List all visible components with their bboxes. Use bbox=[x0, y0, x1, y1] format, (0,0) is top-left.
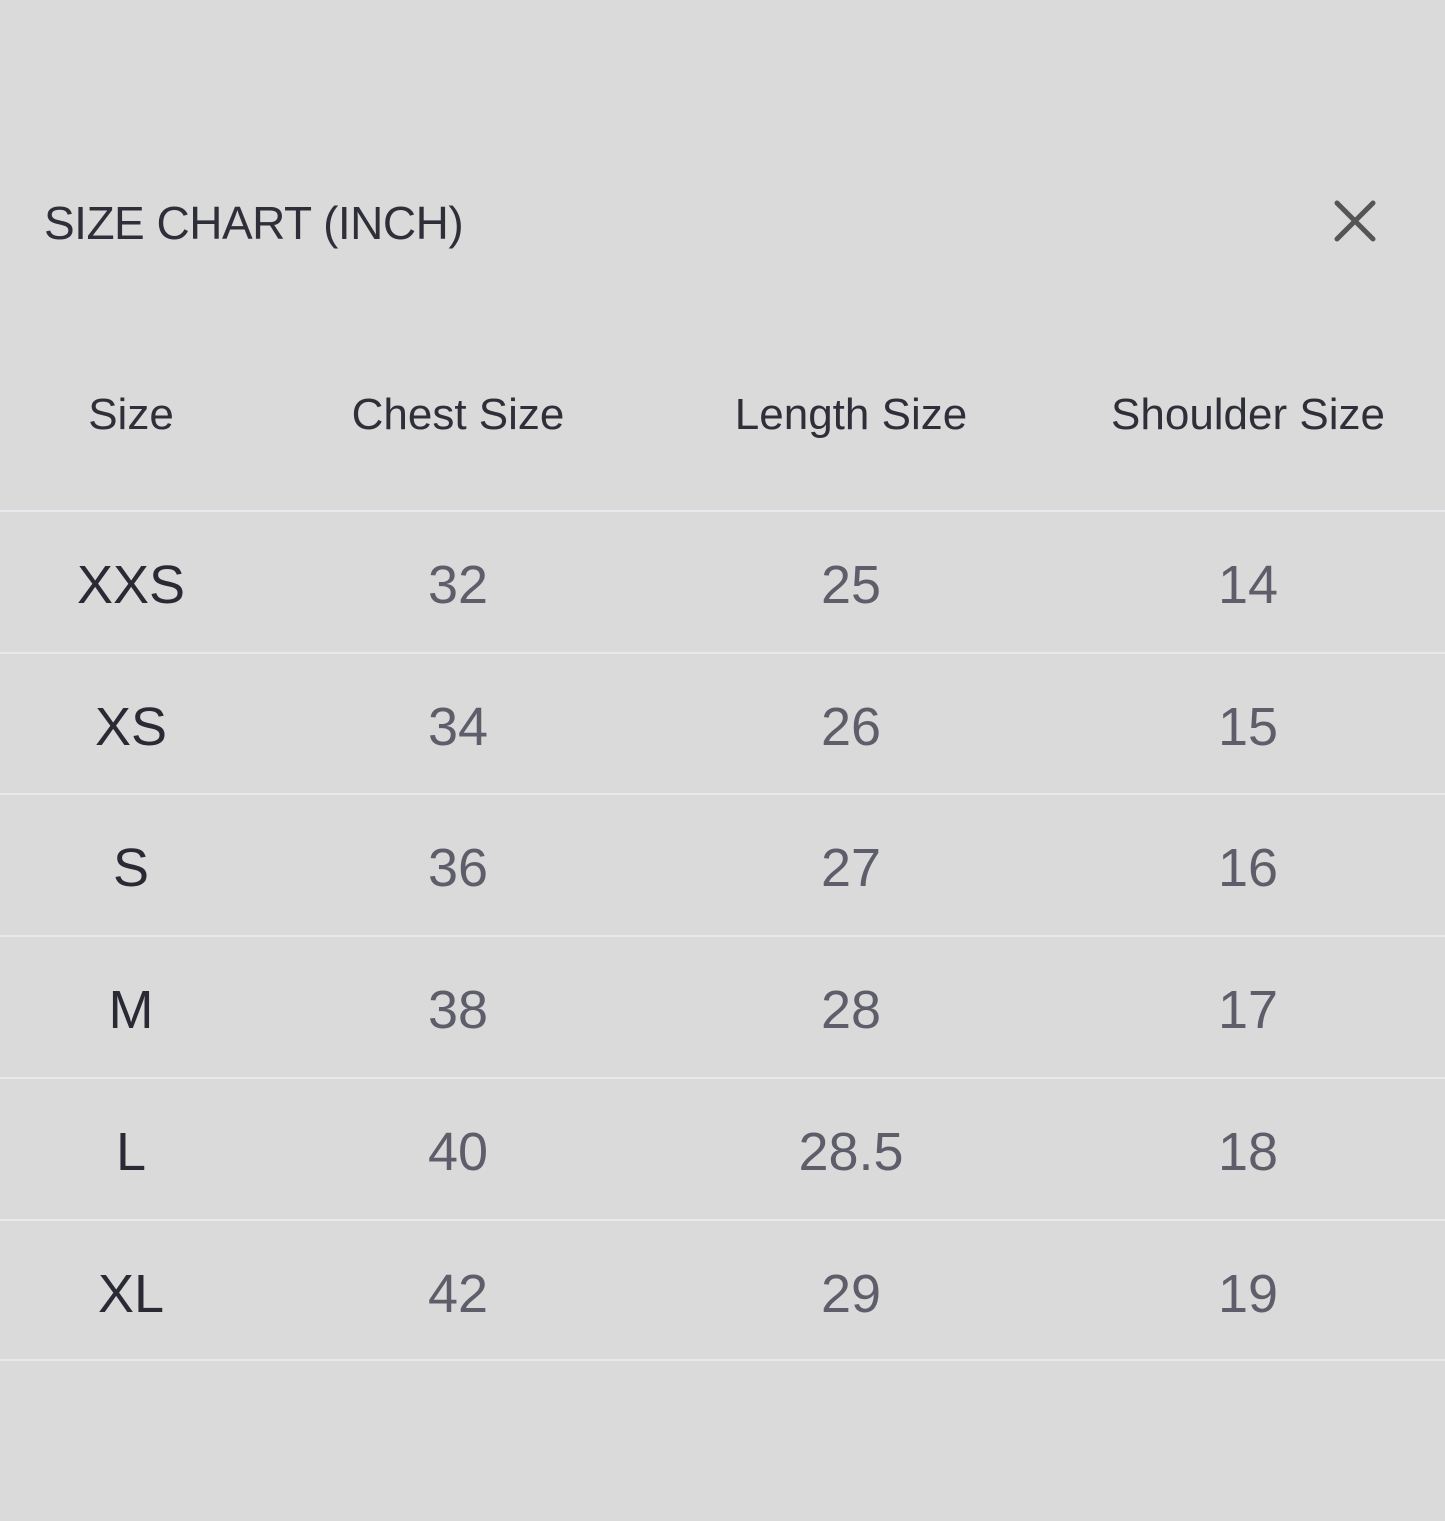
table-row: XXS 32 25 14 bbox=[0, 510, 1445, 653]
cell-chest: 32 bbox=[427, 555, 489, 615]
table-bottom-divider bbox=[0, 1359, 1445, 1361]
cell-chest: 38 bbox=[427, 980, 489, 1041]
cell-length: 26 bbox=[820, 696, 882, 757]
close-button[interactable] bbox=[1332, 198, 1378, 244]
header-shoulder: Shoulder Size bbox=[1111, 390, 1385, 439]
cell-chest: 34 bbox=[427, 696, 489, 757]
cell-size: M bbox=[108, 980, 154, 1041]
cell-shoulder: 16 bbox=[1217, 838, 1279, 899]
cell-shoulder: 14 bbox=[1217, 555, 1279, 615]
cell-length: 28.5 bbox=[798, 1121, 904, 1182]
cell-length: 27 bbox=[820, 838, 882, 899]
cell-chest: 42 bbox=[427, 1263, 489, 1324]
cell-length: 29 bbox=[820, 1263, 882, 1324]
cell-chest: 36 bbox=[427, 838, 489, 899]
close-icon bbox=[1334, 200, 1376, 242]
size-chart-title: SIZE CHART (INCH) bbox=[44, 197, 464, 249]
cell-shoulder: 19 bbox=[1217, 1263, 1279, 1324]
cell-shoulder: 17 bbox=[1217, 980, 1279, 1041]
cell-shoulder: 18 bbox=[1217, 1121, 1279, 1182]
cell-length: 28 bbox=[820, 980, 882, 1041]
cell-shoulder: 15 bbox=[1217, 696, 1279, 757]
table-row: XS 34 26 15 bbox=[0, 651, 1445, 795]
cell-chest: 40 bbox=[427, 1121, 489, 1182]
table-row: L 40 28.5 18 bbox=[0, 1076, 1445, 1220]
table-header: Size Chest Size Length Size Shoulder Siz… bbox=[0, 390, 1445, 446]
header-chest: Chest Size bbox=[351, 390, 565, 439]
header-length: Length Size bbox=[734, 390, 968, 439]
cell-size: L bbox=[115, 1121, 147, 1182]
header-size: Size bbox=[88, 390, 174, 439]
cell-length: 25 bbox=[820, 555, 882, 615]
cell-size: S bbox=[112, 838, 150, 899]
table-row: XL 42 29 19 bbox=[0, 1218, 1445, 1362]
table-row: S 36 27 16 bbox=[0, 793, 1445, 936]
cell-size: XS bbox=[94, 696, 168, 757]
cell-size: XL bbox=[97, 1263, 165, 1324]
table-row: M 38 28 17 bbox=[0, 935, 1445, 1078]
cell-size: XXS bbox=[76, 555, 186, 615]
